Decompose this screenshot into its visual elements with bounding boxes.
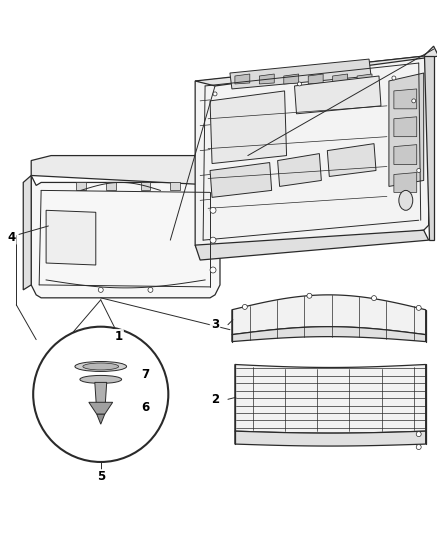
Polygon shape bbox=[327, 144, 376, 176]
Circle shape bbox=[416, 432, 421, 437]
Circle shape bbox=[416, 445, 421, 449]
Circle shape bbox=[371, 296, 377, 301]
Polygon shape bbox=[389, 73, 424, 187]
Text: 3: 3 bbox=[211, 318, 219, 331]
Polygon shape bbox=[31, 156, 248, 185]
Polygon shape bbox=[394, 117, 417, 136]
Circle shape bbox=[392, 76, 396, 80]
Polygon shape bbox=[95, 382, 107, 412]
Polygon shape bbox=[106, 182, 116, 190]
Polygon shape bbox=[284, 74, 299, 84]
Polygon shape bbox=[235, 365, 426, 433]
Circle shape bbox=[213, 92, 217, 96]
Polygon shape bbox=[259, 74, 274, 84]
Polygon shape bbox=[89, 402, 113, 414]
Polygon shape bbox=[278, 154, 321, 187]
Text: 1: 1 bbox=[115, 330, 123, 343]
Polygon shape bbox=[230, 59, 371, 89]
Circle shape bbox=[412, 99, 416, 103]
Circle shape bbox=[242, 304, 247, 310]
Polygon shape bbox=[170, 182, 180, 190]
Ellipse shape bbox=[83, 363, 119, 370]
Text: 6: 6 bbox=[141, 401, 150, 414]
Circle shape bbox=[148, 287, 153, 293]
Polygon shape bbox=[333, 74, 348, 84]
Polygon shape bbox=[424, 56, 434, 240]
Polygon shape bbox=[394, 144, 417, 165]
Polygon shape bbox=[210, 163, 272, 197]
Polygon shape bbox=[195, 230, 429, 260]
Ellipse shape bbox=[399, 190, 413, 211]
Text: 5: 5 bbox=[97, 471, 105, 483]
Polygon shape bbox=[31, 175, 220, 298]
Circle shape bbox=[297, 82, 301, 86]
Circle shape bbox=[210, 267, 216, 273]
Polygon shape bbox=[195, 56, 429, 255]
Text: 7: 7 bbox=[141, 368, 149, 381]
Polygon shape bbox=[46, 211, 96, 265]
Polygon shape bbox=[141, 182, 150, 190]
Ellipse shape bbox=[75, 361, 127, 372]
Circle shape bbox=[417, 168, 421, 173]
Polygon shape bbox=[394, 89, 417, 109]
Text: 4: 4 bbox=[7, 231, 15, 244]
Polygon shape bbox=[23, 175, 31, 290]
Circle shape bbox=[210, 207, 216, 213]
Circle shape bbox=[416, 305, 421, 310]
Ellipse shape bbox=[80, 375, 122, 383]
Polygon shape bbox=[97, 414, 105, 424]
Polygon shape bbox=[232, 327, 426, 342]
Polygon shape bbox=[210, 91, 286, 164]
Text: 2: 2 bbox=[211, 393, 219, 406]
Circle shape bbox=[210, 237, 216, 243]
Circle shape bbox=[307, 293, 312, 298]
Polygon shape bbox=[235, 431, 426, 446]
Polygon shape bbox=[232, 295, 426, 335]
Polygon shape bbox=[235, 74, 250, 84]
Polygon shape bbox=[76, 182, 86, 190]
Polygon shape bbox=[394, 173, 417, 192]
Circle shape bbox=[98, 287, 103, 293]
Polygon shape bbox=[308, 74, 323, 84]
Polygon shape bbox=[195, 46, 438, 86]
Circle shape bbox=[33, 327, 168, 462]
Polygon shape bbox=[294, 76, 381, 114]
Polygon shape bbox=[357, 74, 372, 84]
